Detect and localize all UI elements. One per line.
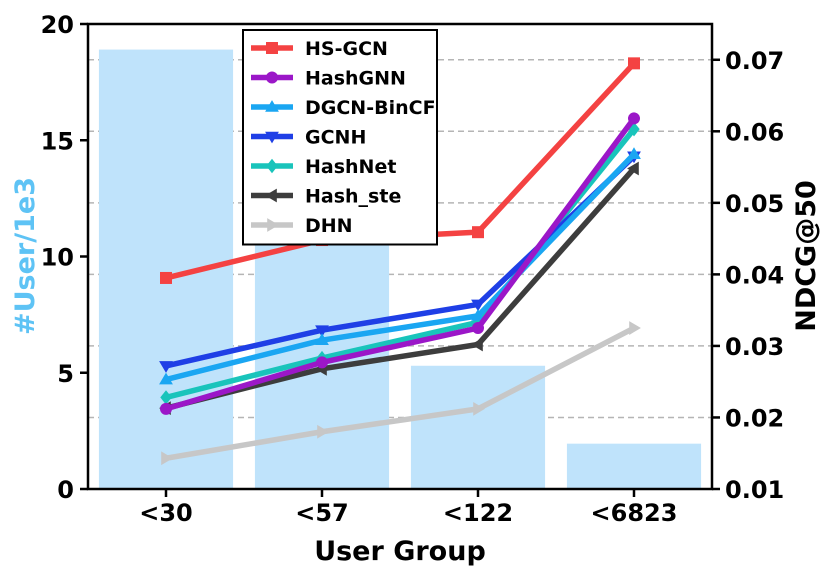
legend-marker-hash-ste <box>265 188 277 203</box>
point-gcnh-1 <box>315 325 329 338</box>
legend-label-hash-ste: Hash_ste <box>305 186 401 208</box>
axes: 0 5 10 15 20 0.01 0.02 0.03 0.04 0.05 0.06 0.07 <30 <… <box>41 11 785 527</box>
right-tick-label: 0.01 <box>725 476 784 504</box>
legend-label-hashgnn: HashGNN <box>305 68 406 90</box>
point-dhn-3 <box>629 321 641 335</box>
legend-label-gcnh: GCNH <box>305 127 366 149</box>
right-tick-label: 0.04 <box>725 261 784 289</box>
left-tick-label: 5 <box>57 360 74 388</box>
point-hashgnn-2 <box>472 322 484 335</box>
point-hashgnn-1 <box>316 356 328 369</box>
series-line-gcnh <box>165 154 636 369</box>
right-tick-label: 0.06 <box>725 118 784 146</box>
x-tick-label: <6823 <box>591 499 678 527</box>
point-dhn-0 <box>161 451 173 466</box>
left-tick-label: 20 <box>41 11 74 39</box>
x-tick-label: <57 <box>295 499 349 527</box>
legend-marker-hashnet <box>266 158 278 174</box>
series-line-dgcn-bincf <box>165 152 636 383</box>
legend-marker-hs-gcn <box>266 42 278 54</box>
left-tick-label: 15 <box>41 127 74 155</box>
right-tick-label: 0.03 <box>725 333 784 361</box>
x-tick-label: <122 <box>443 499 513 527</box>
point-hashgnn-3 <box>628 112 640 125</box>
point-dgcn-bincf-2 <box>471 308 485 321</box>
left-axis-label: #User/1e3 <box>10 177 41 335</box>
point-hash-ste-2 <box>471 337 483 352</box>
left-tick-label: 0 <box>57 476 74 504</box>
point-hs-gcn-2 <box>472 226 484 239</box>
series-line-dhn <box>165 325 636 461</box>
point-hashnet-0 <box>160 390 172 405</box>
legend-label-dhn: DHN <box>305 215 353 237</box>
point-hs-gcn-0 <box>160 271 172 284</box>
point-dgcn-bincf-3 <box>627 147 641 159</box>
legend-marker-dgcn-bincf <box>265 100 279 112</box>
legend-label-hs-gcn: HS-GCN <box>305 38 388 60</box>
left-tick-label: 10 <box>41 244 74 272</box>
point-hash-ste-3 <box>627 161 639 176</box>
point-dgcn-bincf-0 <box>159 372 173 385</box>
legend-label-dgcn-bincf: DGCN-BinCF <box>305 97 436 119</box>
legend-marker-dhn <box>267 218 279 232</box>
right-tick-label: 0.02 <box>725 404 784 432</box>
point-dhn-2 <box>473 401 485 416</box>
point-dgcn-bincf-1 <box>315 333 329 345</box>
x-tick-label: <30 <box>139 499 193 527</box>
bar-3 <box>566 443 702 489</box>
point-dhn-1 <box>317 424 329 439</box>
right-tick-label: 0.07 <box>725 47 784 75</box>
point-hashgnn-0 <box>160 402 172 415</box>
right-axis-label: NDCG@50 <box>791 180 822 332</box>
legend: HS-GCN HashGNN DGCN-BinCF GCNH HashNet Hash_s… <box>242 29 438 246</box>
series-lines <box>159 57 641 466</box>
right-tick-label: 0.05 <box>725 190 784 218</box>
point-gcnh-2 <box>471 299 485 312</box>
legend-label-hashnet: HashNet <box>305 156 396 178</box>
series-line-hashgnn <box>165 116 637 412</box>
legend-marker-hashgnn <box>266 71 278 84</box>
point-gcnh-0 <box>159 361 173 373</box>
x-axis-label: User Group <box>314 536 486 567</box>
point-hs-gcn-3 <box>628 57 640 70</box>
legend-marker-gcnh <box>265 131 279 144</box>
